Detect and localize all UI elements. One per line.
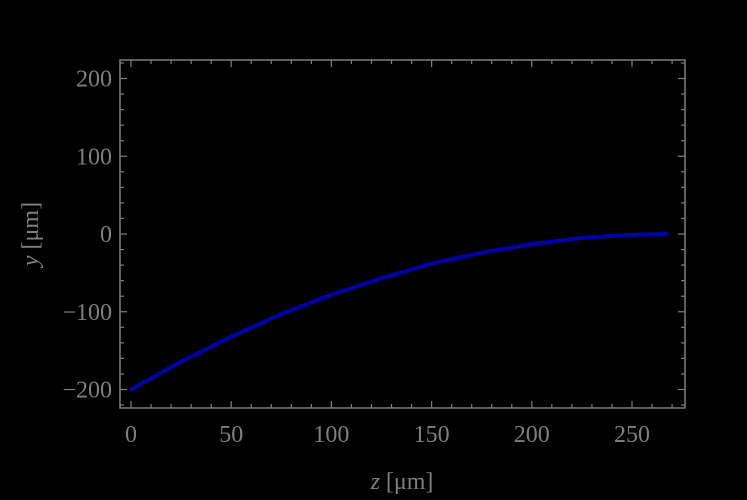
y-axis-label: y[μm] bbox=[18, 202, 44, 268]
x-axis-label: z [μm] bbox=[370, 469, 434, 495]
x-tick-labels: 0 50 100 150 200 250 bbox=[125, 422, 650, 448]
y-tick-label: 0 bbox=[100, 222, 112, 248]
y-tick-label: 100 bbox=[76, 144, 112, 170]
y-tick-label: −100 bbox=[62, 300, 112, 326]
data-curve bbox=[129, 232, 669, 392]
x-tick-label: 0 bbox=[125, 422, 137, 448]
x-tick-label: 250 bbox=[614, 422, 650, 448]
x-tick-label: 100 bbox=[313, 422, 349, 448]
plot-frame bbox=[119, 59, 686, 409]
y-tick-labels: 200 100 0 −100 −200 bbox=[62, 67, 112, 404]
x-tick-label: 50 bbox=[219, 422, 243, 448]
y-tick-label: −200 bbox=[62, 378, 112, 404]
x-tick-label: 150 bbox=[414, 422, 450, 448]
y-tick-label: 200 bbox=[76, 67, 112, 93]
axis-ticks bbox=[120, 60, 685, 408]
x-tick-label: 200 bbox=[514, 422, 550, 448]
